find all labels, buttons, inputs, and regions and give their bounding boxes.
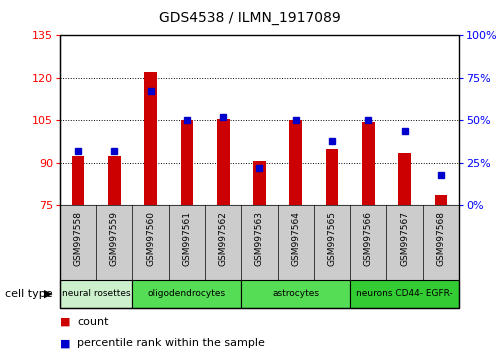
Text: GSM997565: GSM997565 (327, 211, 336, 266)
Text: GSM997568: GSM997568 (437, 211, 446, 266)
Text: oligodendrocytes: oligodendrocytes (148, 289, 226, 298)
Text: neurons CD44- EGFR-: neurons CD44- EGFR- (356, 289, 453, 298)
Text: GDS4538 / ILMN_1917089: GDS4538 / ILMN_1917089 (159, 11, 340, 25)
Text: GSM997564: GSM997564 (291, 211, 300, 266)
Text: astrocytes: astrocytes (272, 289, 319, 298)
Text: GSM997561: GSM997561 (183, 211, 192, 266)
Text: GSM997558: GSM997558 (73, 211, 82, 266)
Text: ■: ■ (60, 338, 70, 348)
Text: GSM997567: GSM997567 (400, 211, 409, 266)
Bar (132, 280, 242, 308)
Text: GSM997562: GSM997562 (219, 211, 228, 266)
Bar (242, 280, 350, 308)
Text: ▶: ▶ (44, 289, 52, 299)
Bar (217, 119, 230, 205)
Text: GSM997563: GSM997563 (255, 211, 264, 266)
Bar (350, 280, 459, 308)
Bar (144, 72, 157, 205)
Bar (435, 195, 447, 205)
Bar (108, 156, 121, 205)
Bar (398, 153, 411, 205)
Bar (289, 120, 302, 205)
Text: GSM997559: GSM997559 (110, 211, 119, 266)
Text: count: count (77, 317, 109, 327)
Text: cell type: cell type (5, 289, 52, 299)
Bar (362, 122, 375, 205)
Bar (181, 120, 193, 205)
Text: neural rosettes: neural rosettes (62, 289, 130, 298)
Bar (60, 280, 132, 308)
Bar (253, 161, 266, 205)
Text: ■: ■ (60, 317, 70, 327)
Text: GSM997560: GSM997560 (146, 211, 155, 266)
Text: GSM997566: GSM997566 (364, 211, 373, 266)
Bar (326, 149, 338, 205)
Bar (72, 156, 84, 205)
Text: percentile rank within the sample: percentile rank within the sample (77, 338, 265, 348)
